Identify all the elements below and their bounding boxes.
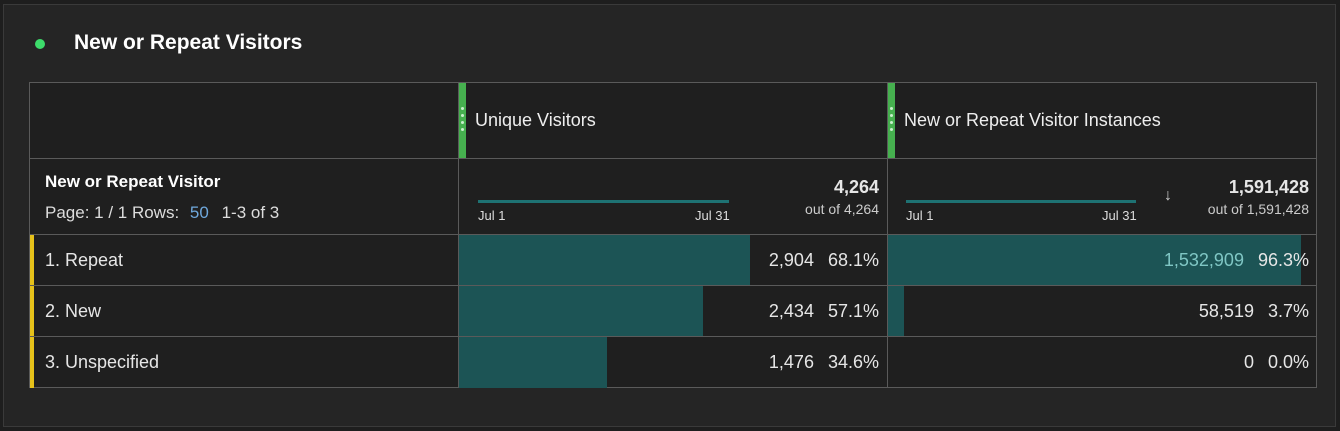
sparkline[interactable] bbox=[478, 200, 729, 203]
panel-title: New or Repeat Visitors bbox=[74, 31, 303, 54]
column-label: Unique Visitors bbox=[475, 110, 596, 130]
cell-percent: 3.7% bbox=[1267, 301, 1309, 321]
cell-percent: 68.1% bbox=[827, 250, 879, 270]
cell-value: 1,532,909 bbox=[1163, 250, 1244, 270]
column-total: 4,264 bbox=[833, 177, 879, 197]
sparkline-start: Jul 1 bbox=[906, 208, 934, 223]
cell-percent: 0.0% bbox=[1267, 352, 1309, 372]
column-header-instances[interactable]: New or Repeat Visitor Instances bbox=[888, 83, 1317, 159]
instances-cell: 0 0.0% bbox=[888, 337, 1317, 388]
column-total: 1,591,428 bbox=[1228, 177, 1309, 197]
cell-value: 58,519 bbox=[1198, 301, 1254, 321]
table-row[interactable]: 3. Unspecified bbox=[30, 337, 459, 388]
freeform-table: Unique Visitors New or Repeat Visitor In… bbox=[29, 82, 1317, 388]
instances-cell: 1,532,909 96.3% bbox=[888, 235, 1317, 286]
sparkline[interactable] bbox=[906, 200, 1136, 203]
unique-visitors-cell: 1,476 34.6% bbox=[459, 337, 888, 388]
unique-visitors-cell: 2,434 57.1% bbox=[459, 286, 888, 337]
column-out-of: out of 1,591,428 bbox=[1207, 201, 1309, 217]
page-info: Page: 1 / 1 Rows: bbox=[45, 203, 180, 222]
freeform-panel: New or Repeat Visitors Unique Visitors N… bbox=[3, 4, 1336, 427]
value-bar bbox=[459, 286, 704, 336]
status-dot-icon bbox=[35, 39, 45, 49]
dimension-label: New or Repeat Visitor bbox=[45, 172, 221, 191]
column-summary: Jul 1 Jul 31 ↓ 1,591,428 out of 1,591,428 bbox=[888, 159, 1317, 235]
row-label[interactable]: 2. New bbox=[45, 301, 102, 321]
value-bar bbox=[459, 235, 751, 285]
column-header-unique-visitors[interactable]: Unique Visitors bbox=[459, 83, 888, 159]
column-out-of: out of 4,264 bbox=[805, 201, 879, 217]
cell-percent: 34.6% bbox=[827, 352, 879, 372]
table-row[interactable]: 1. Repeat bbox=[30, 235, 459, 286]
value-bar bbox=[459, 337, 608, 388]
dimension-header: New or Repeat Visitor Page: 1 / 1 Rows: … bbox=[30, 159, 459, 235]
cell-value: 2,904 bbox=[768, 250, 814, 270]
value-bar bbox=[888, 286, 904, 336]
instances-cell: 58,519 3.7% bbox=[888, 286, 1317, 337]
cell-value: 0 bbox=[1243, 352, 1254, 372]
header-empty bbox=[30, 83, 459, 159]
drag-handle-icon[interactable] bbox=[459, 83, 466, 158]
row-label[interactable]: 1. Repeat bbox=[45, 250, 124, 270]
row-label[interactable]: 3. Unspecified bbox=[45, 352, 160, 372]
row-marker bbox=[30, 235, 34, 285]
cell-percent: 96.3% bbox=[1257, 250, 1309, 270]
row-range: 1-3 of 3 bbox=[221, 203, 280, 222]
column-summary: Jul 1 Jul 31 4,264 out of 4,264 bbox=[459, 159, 888, 235]
rows-per-page-link[interactable]: 50 bbox=[189, 203, 209, 222]
sort-descending-icon[interactable]: ↓ bbox=[1164, 187, 1172, 204]
sparkline-start: Jul 1 bbox=[478, 208, 506, 223]
table-row[interactable]: 2. New bbox=[30, 286, 459, 337]
drag-handle-icon[interactable] bbox=[888, 83, 895, 158]
row-marker bbox=[30, 286, 34, 336]
column-label: New or Repeat Visitor Instances bbox=[904, 110, 1161, 130]
cell-value: 1,476 bbox=[768, 352, 814, 372]
row-marker bbox=[30, 337, 34, 388]
unique-visitors-cell: 2,904 68.1% bbox=[459, 235, 888, 286]
cell-percent: 57.1% bbox=[827, 301, 879, 321]
sparkline-end: Jul 31 bbox=[695, 208, 730, 223]
value-bar bbox=[888, 235, 1302, 285]
cell-value: 2,434 bbox=[768, 301, 814, 321]
sparkline-end: Jul 31 bbox=[1102, 208, 1137, 223]
